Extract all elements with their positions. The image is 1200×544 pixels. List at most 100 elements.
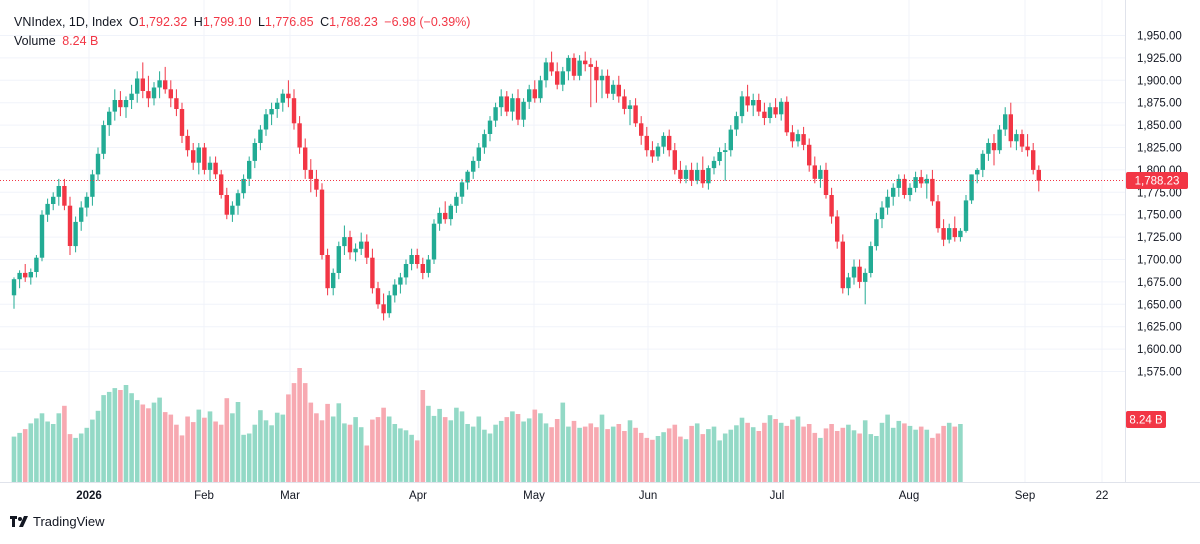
volume-bar [381,407,386,482]
candle-body [975,169,980,175]
volume-bar [146,408,151,482]
candle-body [991,143,997,151]
candle-body [493,107,498,121]
volume-bar [498,420,504,482]
change-value: −6.98 (−0.39%) [384,15,471,29]
y-tick-label: 1,775.00 [1137,187,1182,199]
y-tick-label: 1,725.00 [1137,232,1182,244]
tradingview-brand-name: TradingView [33,514,105,529]
time-scale[interactable]: 2026 Feb Mar Apr May Jun Jul Aug Sep 22 [76,490,1108,502]
volume-bar [386,416,392,482]
volume-value: 8.24 B [62,34,99,48]
volume-bar [129,393,134,482]
candle-body [616,84,621,97]
candle-body [818,169,823,179]
volume-bar [706,429,711,482]
volume-bar [426,405,431,482]
candle-body [241,178,246,194]
candle-body [801,134,806,145]
volume-bar [801,426,806,482]
volume-bar [913,429,918,482]
candle-body [28,272,33,278]
volume-bar [375,417,381,482]
volume-bar [857,433,862,482]
volume-bar [734,425,739,482]
candle-body [1031,150,1036,170]
candle-body [17,272,22,280]
price-scale[interactable]: 1,575.00 1,600.00 1,625.00 1,650.00 1,675.00… [1137,31,1182,379]
candle-body [1008,114,1013,142]
volume-bar [123,385,129,482]
volume-bar [778,422,784,482]
volume-bar [101,395,106,482]
volume-bar [756,431,762,482]
volume-bar [476,416,482,482]
candle-body [504,96,509,112]
tradingview-brand[interactable]: TradingView [10,514,105,529]
candle-body [1019,134,1025,147]
y-tick-label: 1,750.00 [1137,210,1182,222]
volume-bar [162,412,168,482]
candle-body [499,96,504,108]
volume-bar [767,415,773,482]
y-tick-label: 1,925.00 [1137,53,1182,65]
candle-body [605,75,610,94]
volume-bar [958,424,963,482]
volume-bar [297,368,302,482]
candle-body [415,255,420,264]
candle-body [644,135,649,151]
volume-bar [862,420,868,482]
candle-body [308,169,313,179]
y-tick-label: 1,650.00 [1137,299,1182,311]
candle-body [146,91,151,99]
volume-bar [134,400,140,482]
candle-body [112,100,117,112]
volume-bar [795,416,801,482]
volume-bar [689,425,694,482]
volume-bar [543,423,549,482]
candle-body [482,134,487,148]
candle-body [163,80,168,90]
volume-bar [885,414,890,482]
volume-bar [78,433,84,482]
candle-body [230,205,235,215]
candle-body [219,174,224,195]
volume-bar [454,407,459,482]
candle-body [555,71,560,85]
x-tick-label: Feb [194,490,214,502]
candle-body [717,152,722,161]
volume-bar [493,424,498,482]
candle-body [930,178,935,202]
volume-bar [230,413,235,482]
candle-body [252,143,257,161]
volume-bar [918,426,924,482]
candle-body [135,78,140,94]
volume-bar [890,427,896,482]
symbol-label[interactable]: VNIndex, 1D, Index [14,15,123,29]
candle-body [941,228,946,240]
volume-bar [241,434,246,483]
candle-body [739,96,745,117]
volume-bar [946,422,952,482]
y-tick-label: 1,875.00 [1137,98,1182,110]
candle-body [398,277,403,285]
candle-body [319,189,325,255]
volume-bar [140,404,146,482]
candle-body [286,93,291,99]
candle-body [980,153,985,170]
candle-body [627,105,633,109]
volume-bar [252,424,258,482]
volume-bar [482,429,487,482]
volume-bar [935,433,941,482]
candle-body [168,89,173,99]
y-tick-label: 1,575.00 [1137,367,1182,379]
x-tick-label: Jul [770,490,785,502]
candle-body [107,111,112,126]
volume-bar [106,391,112,482]
volume-bar [398,428,403,482]
candle-body [683,169,689,179]
candle-body [247,160,252,179]
volume-bar [258,410,263,482]
